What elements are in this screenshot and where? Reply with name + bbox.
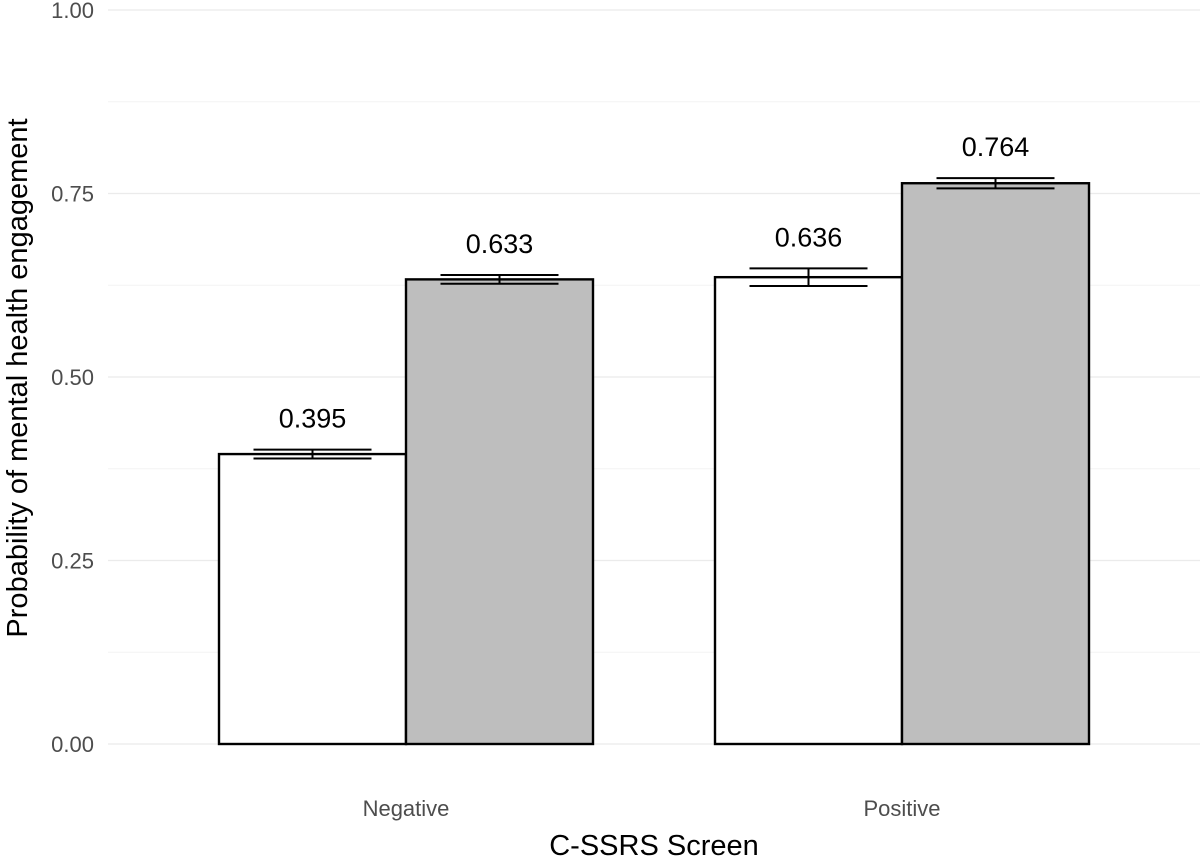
bar-positive-group-2 xyxy=(900,182,1091,746)
y-axis-title: Probability of mental health engagement xyxy=(2,118,34,637)
data-label: 0.764 xyxy=(962,132,1030,162)
y-tick-label: 0.50 xyxy=(51,365,94,390)
x-tick-label: Negative xyxy=(363,796,450,821)
data-labels: 0.395 0.633 0.636 0.764 xyxy=(279,132,1030,434)
data-label: 0.395 xyxy=(279,404,347,434)
bar-negative-group-1 xyxy=(217,452,408,746)
data-label: 0.633 xyxy=(466,229,534,259)
x-axis-ticks: Negative Positive xyxy=(363,796,941,821)
error-bars xyxy=(253,177,1055,460)
data-label: 0.636 xyxy=(775,222,843,252)
y-tick-label: 0.75 xyxy=(51,182,94,207)
x-axis-title: C-SSRS Screen xyxy=(549,830,759,858)
x-tick-label: Positive xyxy=(863,796,940,821)
y-tick-label: 0.25 xyxy=(51,549,94,574)
bars xyxy=(217,182,1091,746)
bar-negative-group-2 xyxy=(404,278,595,746)
bar-positive-group-1 xyxy=(713,275,904,746)
y-axis-ticks: 0.00 0.25 0.50 0.75 1.00 xyxy=(51,0,94,757)
y-tick-label: 1.00 xyxy=(51,0,94,23)
y-tick-label: 0.00 xyxy=(51,732,94,757)
